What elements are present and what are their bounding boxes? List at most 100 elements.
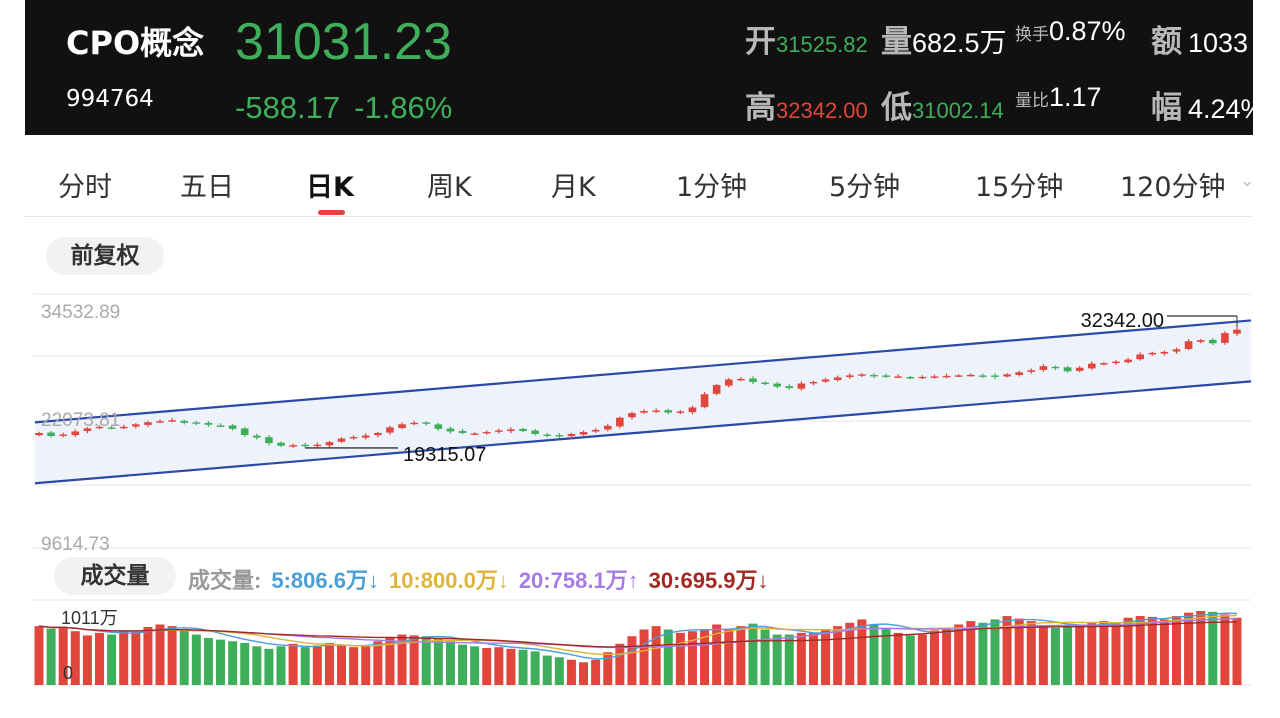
candle-body [458,431,467,433]
low-label: 低 [881,90,912,125]
candle-body [664,410,673,413]
candle-body [603,425,612,430]
volume-bar [95,632,105,685]
tab-weekly-k[interactable]: 周K [427,172,472,203]
volume-bar [191,634,201,685]
candle-body [579,431,588,435]
volume-bar [651,626,661,685]
volume-label: 量 [881,24,912,59]
candle-body [628,413,636,418]
volume-bar [445,641,455,685]
volume-bar [954,624,964,685]
candlestick-chart: 34532.89 22073.81 9614.73 32342.00 19315.07 [33,293,1252,550]
volume-bar [119,631,129,685]
candle-body [870,374,878,377]
candle-body [1003,374,1011,377]
candle-body [47,432,55,437]
candle-body [192,422,201,424]
y-axis-label: 9614.73 [41,534,110,550]
high-annotation: 32342.00 [1081,310,1164,332]
volume-bar [554,657,564,685]
volume-bar [337,645,347,685]
candle-body [470,433,479,435]
stat-volume: 量682.5万 [881,16,1007,61]
candle-body [1221,333,1229,343]
y-axis-label: 22073.81 [41,410,120,431]
candle-body [519,428,527,431]
candle-body [833,377,842,381]
volume-bar [1171,616,1181,685]
axis-labels: 34532.89 22073.81 9614.73 32342.00 19315.07 [41,302,1238,550]
tab-1min[interactable]: 1分钟 [676,172,748,203]
volume-bar [1002,616,1012,685]
volume-bar [482,648,492,685]
volume-bar [1123,617,1133,685]
y-axis-label: 34532.89 [41,302,120,323]
candle-body [1051,366,1060,369]
volume-bar [433,637,443,685]
adjust-button[interactable]: 前复权 [46,237,164,275]
candles [35,327,1241,448]
amount-value: 1033 [1188,28,1249,58]
tab-15min[interactable]: 15分钟 [975,172,1064,203]
volume-bar [361,646,371,685]
turnover-value: 0.87% [1049,16,1126,46]
volume-bar [627,636,637,685]
channel-upper-line [34,319,1252,424]
volume-bar [1075,624,1085,685]
volume-bar [675,632,685,685]
candle-body [398,424,406,428]
change-value: -588.17 [235,90,341,125]
chevron-down-icon[interactable]: ⌄ [1240,171,1255,191]
volume-title[interactable]: 成交量 [54,557,176,595]
candle-body [1196,340,1205,342]
candle-body [35,432,43,436]
volume-ma30-line [38,621,1238,648]
volume-bar [942,627,952,685]
stat-volume-ratio: 量比1.17 [1015,82,1102,113]
tab-120min[interactable]: 120分钟 [1120,172,1226,203]
volume-bar [687,631,697,685]
candle-body [495,430,503,432]
volume-bar [712,624,722,685]
candle-body [942,375,951,378]
volume-bar [421,636,431,685]
stat-open: 开31525.82 [745,16,868,61]
candle-body [858,374,866,376]
tab-intraday[interactable]: 分时 [58,172,112,203]
candle-body [930,376,939,378]
tab-5min[interactable]: 5分钟 [829,172,901,203]
open-value: 31525.82 [776,32,868,57]
candle-body [531,430,539,434]
candle-body [906,377,915,379]
volume-bar [1184,612,1194,685]
active-tab-indicator [318,210,345,215]
candle-body [374,432,382,436]
candle-body [132,424,140,427]
channel-lower-line [34,380,1252,485]
volume-bar [542,655,552,685]
candle-body [712,385,721,394]
volume-bar [82,635,92,685]
volume-bar [385,637,395,685]
volume-bars [34,611,1242,685]
candle-body [894,376,902,378]
tab-monthly-k[interactable]: 月K [551,172,596,203]
candle-body [1124,359,1132,363]
volume-bar [373,641,383,685]
tab-five-day[interactable]: 五日 [180,172,234,203]
tab-daily-k[interactable]: 日K [306,172,354,203]
volume-bar [228,641,238,685]
volume-bar [1147,616,1157,685]
candle-body [555,435,564,437]
stat-high: 高32342.00 [745,82,868,127]
candle-body [761,382,769,385]
candle-body [59,434,68,436]
volume-bar [506,648,516,685]
volume-bar [1014,618,1024,685]
candle-body [1039,366,1048,370]
candle-body [966,374,975,377]
volume-bar [143,626,153,685]
volume-bar [1087,622,1097,685]
candle-body [591,429,600,432]
